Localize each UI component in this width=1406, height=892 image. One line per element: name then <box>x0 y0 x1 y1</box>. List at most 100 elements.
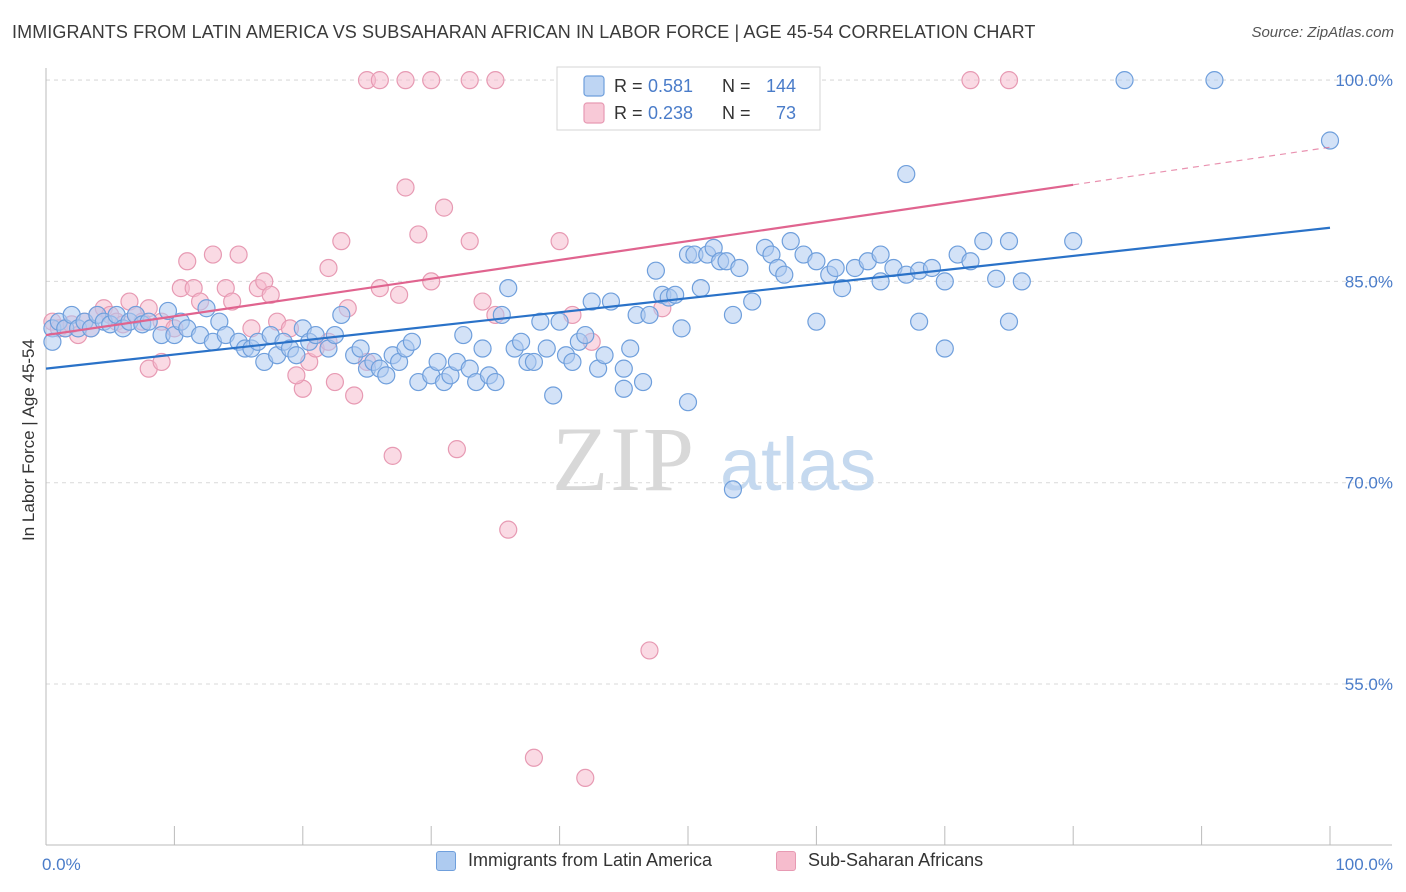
data-point-latin-america <box>743 292 762 311</box>
data-point-latin-america <box>537 339 556 358</box>
data-point-sub-saharan <box>961 71 980 90</box>
data-point-sub-saharan <box>499 520 518 539</box>
data-point-latin-america <box>807 312 826 331</box>
data-point-sub-saharan <box>550 232 569 251</box>
stats-r-label-sub-saharan: R = <box>614 103 643 123</box>
stats-r-value-latin-america: 0.581 <box>648 76 693 96</box>
data-point-latin-america <box>402 332 422 351</box>
data-point-sub-saharan <box>409 225 428 244</box>
data-point-latin-america <box>428 352 447 372</box>
data-point-latin-america <box>454 325 473 345</box>
data-point-latin-america <box>935 272 954 291</box>
data-point-latin-america <box>922 258 942 278</box>
legend-label-latin-america: Immigrants from Latin America <box>468 850 713 870</box>
data-point-latin-america <box>614 379 633 398</box>
data-point-sub-saharan <box>640 641 659 660</box>
data-point-sub-saharan <box>576 768 595 788</box>
data-point-latin-america <box>197 299 216 318</box>
watermark: ZIP atlas <box>552 408 876 510</box>
data-point-latin-america <box>999 312 1019 331</box>
data-point-latin-america <box>158 301 178 321</box>
data-point-sub-saharan <box>396 178 415 197</box>
data-point-latin-america <box>595 346 614 365</box>
data-point-latin-america <box>987 269 1006 288</box>
x-tick-labels: 0.0% 100.0% <box>42 855 1393 874</box>
data-point-latin-america <box>524 352 544 372</box>
data-point-latin-america <box>511 332 531 351</box>
data-point-sub-saharan <box>422 71 441 90</box>
data-point-latin-america <box>492 305 511 325</box>
data-point-latin-america <box>910 312 929 331</box>
data-point-sub-saharan <box>390 285 409 304</box>
data-point-sub-saharan <box>345 386 364 405</box>
axes <box>45 68 1392 846</box>
data-point-latin-america <box>306 325 325 345</box>
data-point-latin-america <box>961 252 980 271</box>
y-tick-labels: 55.0% 70.0% 85.0% 100.0% <box>1335 71 1393 694</box>
trend-lines <box>45 146 1331 370</box>
data-point-latin-america <box>730 258 749 278</box>
data-point-latin-america <box>935 339 954 358</box>
data-point-latin-america <box>1115 71 1134 90</box>
data-point-latin-america <box>614 359 633 378</box>
data-point-latin-america <box>325 325 344 345</box>
data-point-latin-america <box>775 265 794 284</box>
data-point-latin-america <box>377 366 396 385</box>
stats-n-value-sub-saharan: 73 <box>776 103 796 123</box>
legend-item-latin-america: Immigrants from Latin America <box>436 850 712 871</box>
grid-lines <box>46 79 1392 685</box>
stats-legend: R = 0.581 N = 144 R = 0.238 N = 73 <box>556 66 821 131</box>
data-point-latin-america <box>486 372 505 392</box>
data-point-sub-saharan <box>287 366 306 385</box>
data-point-sub-saharan <box>152 352 171 372</box>
data-point-sub-saharan <box>524 748 544 767</box>
trend-line-latin-america <box>45 226 1331 370</box>
data-point-latin-america <box>999 232 1019 251</box>
data-point-sub-saharan <box>422 272 441 291</box>
data-point-latin-america <box>351 339 370 358</box>
y-tick-label: 70.0% <box>1345 474 1393 493</box>
data-point-latin-america <box>621 339 640 358</box>
data-point-sub-saharan <box>203 245 223 264</box>
data-point-latin-america <box>723 305 743 325</box>
data-point-latin-america <box>473 339 492 358</box>
data-point-sub-saharan <box>999 71 1019 90</box>
y-tick-label: 100.0% <box>1335 71 1393 90</box>
data-point-latin-america <box>871 245 890 264</box>
bottom-legend: Immigrants from Latin America Sub-Sahara… <box>0 850 1406 880</box>
legend-label-sub-saharan: Sub-Saharan Africans <box>808 850 984 870</box>
data-point-latin-america <box>563 352 582 372</box>
data-point-latin-america <box>1320 131 1340 150</box>
data-point-latin-america <box>646 261 666 280</box>
y-tick-label: 55.0% <box>1345 675 1393 694</box>
data-point-sub-saharan <box>223 292 242 311</box>
stats-n-label-sub-saharan: N = <box>722 103 751 123</box>
trend-line-sub-saharan <box>45 183 1074 337</box>
data-point-latin-america <box>1012 272 1031 291</box>
data-point-sub-saharan <box>486 71 505 90</box>
data-point-sub-saharan <box>460 232 479 251</box>
x-tick-label-min: 0.0% <box>42 855 81 874</box>
stats-n-label-latin-america: N = <box>722 76 751 96</box>
data-point-latin-america <box>582 292 601 311</box>
y-tick-label: 85.0% <box>1345 272 1393 291</box>
data-point-latin-america <box>807 252 826 271</box>
x-tick-label-max: 100.0% <box>1335 855 1393 874</box>
data-point-latin-america <box>332 305 351 325</box>
legend-swatch-blue <box>436 850 456 871</box>
data-point-latin-america <box>499 279 518 298</box>
data-point-latin-america <box>1205 71 1224 90</box>
chart-title: IMMIGRANTS FROM LATIN AMERICA VS SUBSAHA… <box>12 22 1036 42</box>
data-point-sub-saharan <box>460 71 479 90</box>
legend-item-sub-saharan: Sub-Saharan Africans <box>776 850 983 871</box>
data-point-sub-saharan <box>319 258 338 278</box>
watermark-atlas: atlas <box>720 423 876 506</box>
data-point-latin-america <box>826 258 845 278</box>
data-point-latin-america <box>723 480 743 499</box>
data-point-latin-america <box>691 279 710 298</box>
stats-r-value-sub-saharan: 0.238 <box>648 103 693 123</box>
data-point-latin-america <box>287 346 306 365</box>
trend-line-sub-saharan-extension <box>1073 146 1331 186</box>
data-point-latin-america <box>1064 232 1083 251</box>
